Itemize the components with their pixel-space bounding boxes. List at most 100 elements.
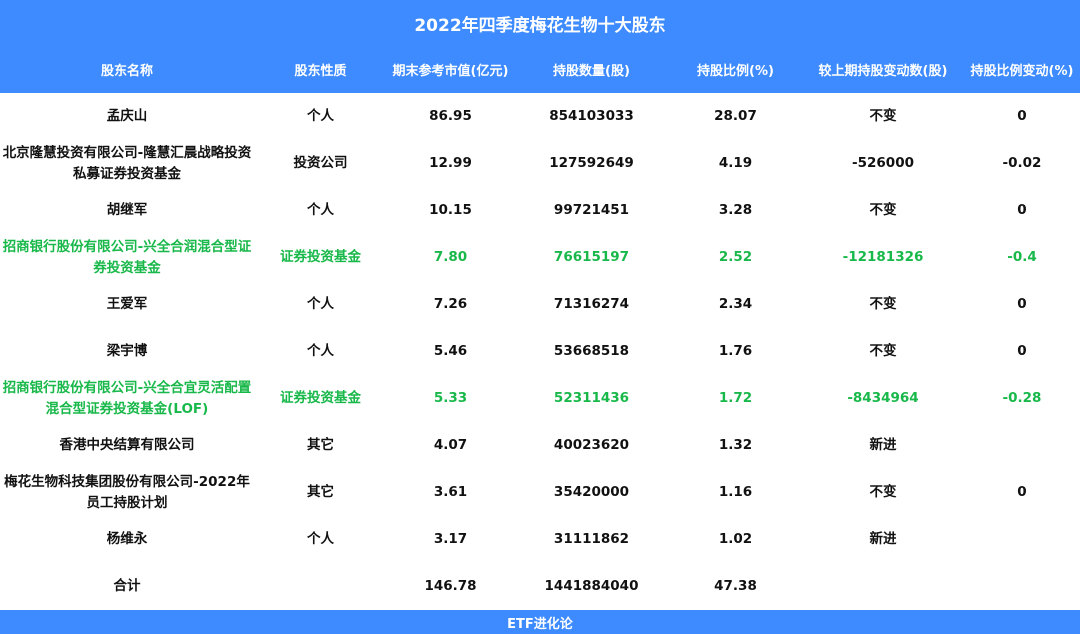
ratio-cell: 4.19 [718,155,753,171]
header-cell: 期末参考市值(亿元) [392,64,509,79]
change-cell: 新进 [869,531,897,547]
table-row: 胡继军 个人 10.15 99721451 3.28 不变 0 [0,187,1080,234]
market-value-cell: 5.46 [433,343,468,359]
header-cell: 持股比例变动(%) [970,64,1074,79]
shares-cell: 53668518 [553,343,630,359]
table-row: 梅花生物科技集团股份有限公司-2022年员工持股计划 其它 3.61 35420000… [0,469,1080,516]
shares-cell: 854103033 [549,108,634,124]
holders-table: 股东名称 股东性质 期末参考市值(亿元) 持股数量(股) 持股比例(%) 较上期… [0,46,1080,610]
change-cell: 不变 [869,202,897,218]
holder-name-cell: 招商银行股份有限公司-兴全合宜灵活配置混合型证券投资基金(LOF) [2,379,252,417]
market-value-cell: 3.17 [433,531,468,547]
holder-type-cell: 个人 [307,343,334,359]
market-value-cell: 4.07 [433,437,468,453]
ratio-change-cell: 0 [1017,343,1027,359]
holder-type-cell: 个人 [307,108,334,124]
shares-cell: 71316274 [553,296,630,312]
total-label-cell: 合计 [113,578,141,594]
holder-name-cell: 北京隆慧投资有限公司-隆慧汇晨战略投资私募证券投资基金 [2,144,252,182]
change-cell: 不变 [869,296,897,312]
table-row: 招商银行股份有限公司-兴全合宜灵活配置混合型证券投资基金(LOF) 证券投资基金 5… [0,375,1080,422]
header-row: 股东名称 股东性质 期末参考市值(亿元) 持股数量(股) 持股比例(%) 较上期… [0,46,1080,93]
total-value-cell: 146.78 [424,578,477,594]
holder-name-cell: 王爱军 [106,296,148,312]
holder-type-cell: 其它 [307,437,334,453]
ratio-cell: 28.07 [714,108,757,124]
total-empty-cell [254,563,387,610]
total-shares-cell: 1441884040 [544,578,639,594]
market-value-cell: 12.99 [429,155,472,171]
header-cell: 持股数量(股) [553,64,630,79]
market-value-cell: 5.33 [433,390,468,406]
shares-cell: 35420000 [553,484,630,500]
ratio-change-cell: 0 [1017,484,1027,500]
change-cell: -8434964 [847,390,919,406]
ratio-change-cell: 0 [1017,108,1027,124]
ratio-change-cell: -0.4 [1007,249,1037,265]
holder-type-cell: 个人 [307,531,334,547]
header-cell: 股东性质 [294,64,347,79]
change-cell: 不变 [869,343,897,359]
holder-type-cell: 个人 [307,296,334,312]
ratio-change-cell: -0.28 [1002,390,1042,406]
ratio-cell: 1.76 [718,343,753,359]
ratio-cell: 3.28 [718,202,753,218]
footer-brand: ETF进化论 [0,610,1080,634]
holder-type-cell: 其它 [307,484,334,500]
table-row: 梁宇博 个人 5.46 53668518 1.76 不变 0 [0,328,1080,375]
holder-name-cell: 香港中央结算有限公司 [59,437,195,453]
header-cell: 较上期持股变动数(股) [818,64,948,79]
table-row: 北京隆慧投资有限公司-隆慧汇晨战略投资私募证券投资基金 投资公司 12.99 1275… [0,140,1080,187]
market-value-cell: 3.61 [433,484,468,500]
holder-type-cell: 证券投资基金 [280,249,361,265]
ratio-change-cell: -0.02 [1002,155,1042,171]
market-value-cell: 7.26 [433,296,468,312]
total-empty-cell [964,563,1080,610]
holder-type-cell: 个人 [307,202,334,218]
table-row: 招商银行股份有限公司-兴全合润混合型证券投资基金 证券投资基金 7.80 766151… [0,234,1080,281]
total-empty-cell [802,563,964,610]
ratio-cell: 2.34 [718,296,753,312]
ratio-change-cell [964,422,1080,469]
table-row: 香港中央结算有限公司 其它 4.07 40023620 1.32 新进 [0,422,1080,469]
ratio-change-cell: 0 [1017,296,1027,312]
shares-cell: 76615197 [553,249,630,265]
total-ratio-cell: 47.38 [714,578,757,594]
holder-name-cell: 胡继军 [106,202,148,218]
holder-type-cell: 证券投资基金 [280,390,361,406]
holder-name-cell: 杨维永 [106,531,148,547]
ratio-change-cell [964,516,1080,563]
change-cell: -526000 [852,155,914,171]
header-cell: 股东名称 [100,64,153,79]
ratio-change-cell: 0 [1017,202,1027,218]
ratio-cell: 2.52 [718,249,753,265]
holder-name-cell: 梁宇博 [106,343,148,359]
change-cell: 不变 [869,108,897,124]
market-value-cell: 86.95 [429,108,472,124]
shares-cell: 52311436 [553,390,630,406]
holder-type-cell: 投资公司 [293,155,348,171]
holder-name-cell: 梅花生物科技集团股份有限公司-2022年员工持股计划 [4,473,250,511]
ratio-cell: 1.72 [718,390,753,406]
table-row: 王爱军 个人 7.26 71316274 2.34 不变 0 [0,281,1080,328]
market-value-cell: 10.15 [429,202,472,218]
holder-name-cell: 孟庆山 [106,108,148,124]
holder-name-cell: 招商银行股份有限公司-兴全合润混合型证券投资基金 [2,238,252,276]
change-cell: 不变 [869,484,897,500]
table-row: 孟庆山 个人 86.95 854103033 28.07 不变 0 [0,93,1080,140]
shares-cell: 99721451 [553,202,630,218]
table-title: 2022年四季度梅花生物十大股东 [0,0,1080,46]
table-row: 杨维永 个人 3.17 31111862 1.02 新进 [0,516,1080,563]
change-cell: -12181326 [842,249,924,265]
market-value-cell: 7.80 [433,249,468,265]
ratio-cell: 1.02 [718,531,753,547]
total-row: 合计 146.78 1441884040 47.38 [0,563,1080,610]
shares-cell: 40023620 [553,437,630,453]
ratio-cell: 1.16 [718,484,753,500]
ratio-cell: 1.32 [718,437,753,453]
change-cell: 新进 [869,437,897,453]
shares-cell: 31111862 [553,531,630,547]
table-body: 孟庆山 个人 86.95 854103033 28.07 不变 0 北京隆慧投资有限公司-隆慧… [0,93,1080,610]
shares-cell: 127592649 [549,155,634,171]
